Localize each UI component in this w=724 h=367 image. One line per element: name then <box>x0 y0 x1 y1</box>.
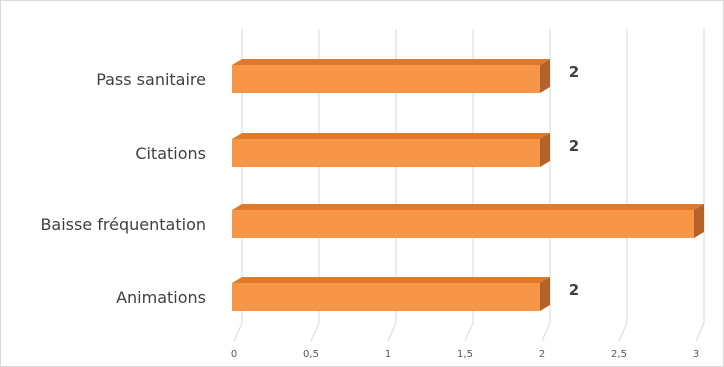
x-tick-label: 2,5 <box>611 349 627 360</box>
data-label: 2 <box>569 281 579 299</box>
bar-top-face <box>232 204 704 210</box>
x-tick-label: 2 <box>539 349 545 360</box>
gridline-floor <box>387 322 397 342</box>
x-tick-label: 1 <box>385 349 391 360</box>
category-label: Citations <box>135 144 206 163</box>
bar-side-face <box>694 204 704 238</box>
category-label: Baisse fréquentation <box>40 215 206 234</box>
x-tick-label: 0,5 <box>303 349 319 360</box>
x-tick-label: 1,5 <box>457 349 473 360</box>
x-tick-label: 3 <box>693 349 699 360</box>
data-label: 2 <box>569 63 579 81</box>
gridline-floor <box>695 322 705 342</box>
category-label: Pass sanitaire <box>96 70 206 89</box>
category-label: Animations <box>116 288 206 307</box>
gridline-floor <box>618 322 628 342</box>
bar-side-face <box>540 59 550 93</box>
gridline-floor <box>541 322 551 342</box>
data-label: 2 <box>569 137 579 155</box>
gridline-floor <box>464 322 474 342</box>
bar-top-face <box>232 133 550 139</box>
bar-baisse-fr-quentation <box>232 210 694 238</box>
bar-side-face <box>540 277 550 311</box>
bar-pass-sanitaire <box>232 65 540 93</box>
bar-top-face <box>232 59 550 65</box>
gridline-floor <box>233 322 243 342</box>
x-tick-label: 0 <box>231 349 237 360</box>
bar-citations <box>232 139 540 167</box>
bar-animations <box>232 283 540 311</box>
gridline-floor <box>310 322 320 342</box>
bar-side-face <box>540 133 550 167</box>
bar-top-face <box>232 277 550 283</box>
